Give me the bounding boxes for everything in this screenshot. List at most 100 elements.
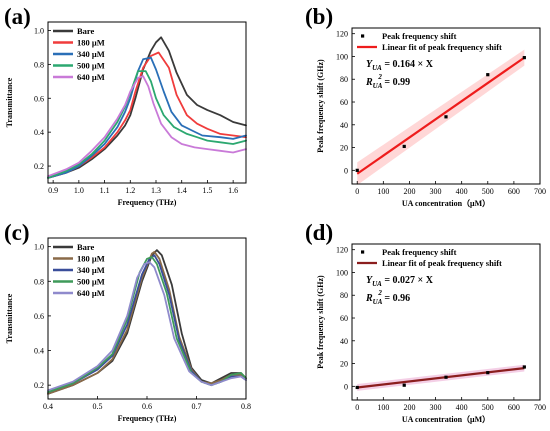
x-tick-label-d-2: 200 xyxy=(403,403,415,412)
x-axis-title-a: Frequency (THz) xyxy=(118,198,177,207)
y-tick-label-b-4: 80 xyxy=(340,75,348,84)
x-tick-label-c-1: 0.5 xyxy=(93,402,103,411)
x-tick-label-b-1: 100 xyxy=(377,187,389,196)
series-line-c-1 xyxy=(47,250,247,395)
x-tick-label-d-4: 400 xyxy=(456,403,468,412)
y-tick-label-a-0: 0.2 xyxy=(34,162,44,171)
legend-label-points-d: Peak frequency shift xyxy=(382,247,457,257)
data-point-b-0 xyxy=(355,168,359,172)
annotation-r2-b: RUA2 = 0.99 xyxy=(365,73,410,90)
y-tick-label-a-1: 0.4 xyxy=(34,128,44,137)
legend-label-a-1: 180 μM xyxy=(77,38,105,48)
panel-b-shift-chart: (b) 0 100 200 300 400 500 600 700 0 20 40 60 80 100 120… xyxy=(275,0,550,215)
legend-label-fit-b: Linear fit of peak frequency shift xyxy=(382,42,502,52)
confidence-band-b xyxy=(357,49,525,186)
fit-line-d xyxy=(357,367,525,389)
x-tick-label-b-5: 500 xyxy=(482,187,494,196)
x-tick-label-a-3: 1.2 xyxy=(125,186,135,195)
y-tick-label-a-3: 0.8 xyxy=(34,60,44,69)
x-axis-title-b: UA concentration（μM） xyxy=(402,198,490,208)
x-tick-label-b-2: 200 xyxy=(403,187,415,196)
x-tick-label-d-1: 100 xyxy=(377,403,389,412)
y-tick-label-d-4: 80 xyxy=(340,291,348,300)
chart-a-svg: (a) 0.9 1.0 1.1 1.2 1.3 1.4 1.5 1.6 0.2 0.4 0.6 0.8 1… xyxy=(4,4,247,207)
fit-line-b xyxy=(356,56,525,175)
y-tick-label-c-3: 0.8 xyxy=(34,277,44,286)
data-point-d-0 xyxy=(355,385,359,390)
legend-label-c-1: 180 μM xyxy=(77,254,105,264)
plot-frame-d xyxy=(351,243,541,401)
data-point-b-1 xyxy=(402,144,406,149)
x-tick-label-a-1: 1.0 xyxy=(74,186,84,195)
x-tick-label-d-3: 300 xyxy=(430,403,442,412)
panel-d-shift-chart: (d) 0 100 200 300 400 500 600 700 0 20 40 60 80 100 120… xyxy=(275,216,550,431)
data-point-b-4 xyxy=(522,56,526,60)
data-point-b-3 xyxy=(486,73,490,77)
y-tick-label-d-3: 60 xyxy=(340,314,348,323)
y-tick-label-d-6: 120 xyxy=(336,246,348,255)
panel-letter-c: (c) xyxy=(4,220,30,245)
data-point-d-3 xyxy=(486,371,490,375)
legend-label-c-0: Bare xyxy=(77,242,95,252)
annotation-equation-b: YUA = 0.164 × X xyxy=(366,59,434,72)
y-tick-label-d-2: 40 xyxy=(340,337,348,346)
x-tick-label-c-4: 0.8 xyxy=(241,402,251,411)
series-line-a-0 xyxy=(47,36,247,179)
chart-b-svg: (b) 0 100 200 300 400 500 600 700 0 20 40 60 80 100 120… xyxy=(305,4,546,208)
panel-a-transmittance-chart: (a) 0.9 1.0 1.1 1.2 1.3 1.4 1.5 1.6 0.2 0.4 0.6 0.8 1… xyxy=(0,0,275,215)
y-tick-label-d-0: 0 xyxy=(344,382,348,391)
y-tick-label-b-6: 120 xyxy=(336,30,348,39)
data-point-d-2 xyxy=(444,375,448,379)
series-line-a-3 xyxy=(47,70,247,179)
y-tick-label-d-5: 100 xyxy=(336,268,348,277)
annotation-equation-d: YUA = 0.027 × X xyxy=(366,275,434,288)
x-tick-label-d-6: 600 xyxy=(508,403,520,412)
y-tick-label-c-1: 0.4 xyxy=(34,347,44,356)
x-tick-label-a-7: 1.6 xyxy=(228,186,238,195)
y-tick-label-a-4: 1.0 xyxy=(34,26,44,35)
legend-label-a-2: 340 μM xyxy=(77,49,105,59)
y-axis-title-c: Transmittance xyxy=(5,293,14,343)
y-tick-label-b-5: 100 xyxy=(336,52,348,61)
series-line-c-0 xyxy=(47,249,247,395)
x-tick-label-b-4: 400 xyxy=(456,187,468,196)
x-tick-label-b-0: 0 xyxy=(355,187,359,196)
y-tick-label-b-0: 0 xyxy=(344,166,348,175)
x-axis-title-d: UA concentration（μM） xyxy=(402,414,490,424)
legend-label-points-b: Peak frequency shift xyxy=(382,31,457,41)
x-tick-label-b-3: 300 xyxy=(430,187,442,196)
x-tick-label-a-5: 1.4 xyxy=(177,186,187,195)
x-tick-label-c-0: 0.4 xyxy=(43,402,53,411)
x-tick-label-a-2: 1.1 xyxy=(100,186,110,195)
y-axis-title-b: Peak frequency shift (GHz) xyxy=(316,59,325,153)
x-tick-label-d-5: 500 xyxy=(482,403,494,412)
y-tick-label-d-1: 20 xyxy=(340,360,348,369)
chart-d-svg: (d) 0 100 200 300 400 500 600 700 0 20 40 60 80 100 120… xyxy=(305,220,546,424)
series-line-a-2 xyxy=(47,56,247,179)
x-tick-label-d-0: 0 xyxy=(355,403,359,412)
series-line-a-1 xyxy=(47,51,247,179)
panel-letter-b: (b) xyxy=(305,4,333,29)
x-tick-label-c-2: 0.6 xyxy=(142,402,152,411)
y-tick-label-c-0: 0.2 xyxy=(34,381,44,390)
y-tick-label-c-2: 0.6 xyxy=(34,312,44,321)
data-point-d-1 xyxy=(402,383,406,387)
y-axis-title-d: Peak frequency shift (GHz) xyxy=(316,275,325,369)
legend-label-c-2: 340 μM xyxy=(77,265,105,275)
legend-label-a-4: 640 μM xyxy=(77,72,105,82)
x-tick-label-a-4: 1.3 xyxy=(151,186,161,195)
y-tick-label-b-3: 60 xyxy=(340,98,348,107)
legend-label-fit-d: Linear fit of peak frequency shift xyxy=(382,258,502,268)
y-axis-title-a: Transmittance xyxy=(5,77,14,127)
x-tick-label-c-3: 0.7 xyxy=(192,402,202,411)
y-tick-label-b-1: 20 xyxy=(340,144,348,153)
data-point-d-4 xyxy=(522,365,526,369)
x-tick-label-b-7: 700 xyxy=(534,187,546,196)
y-tick-label-a-2: 0.6 xyxy=(34,94,44,103)
panel-c-transmittance-chart: (c) 0.4 0.5 0.6 0.7 0.8 0.2 0.4 0.6 0.8 1.0 Frequen… xyxy=(0,216,275,431)
x-axis-title-c: Frequency (THz) xyxy=(118,414,177,423)
chart-c-svg: (c) 0.4 0.5 0.6 0.7 0.8 0.2 0.4 0.6 0.8 1.0 Frequen… xyxy=(4,220,251,423)
x-tick-label-b-6: 600 xyxy=(508,187,520,196)
y-tick-label-b-2: 40 xyxy=(340,121,348,130)
legend-label-a-3: 500 μM xyxy=(77,61,105,71)
